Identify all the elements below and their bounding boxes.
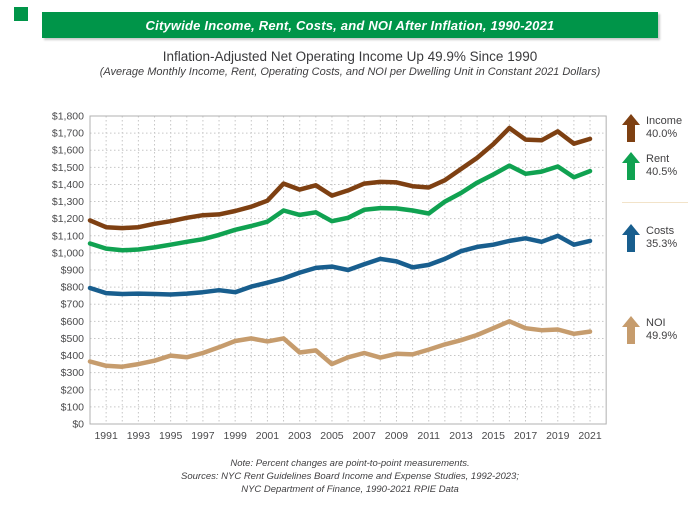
y-tick-label-100: $100 bbox=[61, 401, 85, 413]
y-tick-label-1700: $1,700 bbox=[52, 128, 84, 140]
x-tick-label-1995: 1995 bbox=[159, 430, 183, 442]
y-tick-label-1400: $1,400 bbox=[52, 179, 84, 191]
y-tick-label-1300: $1,300 bbox=[52, 196, 84, 208]
series-line-costs bbox=[87, 233, 593, 297]
legend-item-costs: Costs 35.3% bbox=[622, 224, 677, 252]
legend-pct-rent: 40.5% bbox=[646, 166, 678, 178]
x-tick-label-2011: 2011 bbox=[417, 430, 440, 442]
income-up-arrow-icon bbox=[622, 114, 640, 142]
plot-border bbox=[89, 115, 607, 425]
x-tick-label-2009: 2009 bbox=[385, 430, 409, 442]
y-tick-label-1500: $1,500 bbox=[52, 162, 84, 174]
legend-divider bbox=[622, 202, 688, 203]
legend-pct-noi: 49.9% bbox=[646, 330, 678, 342]
legend-item-noi: NOI 49.9% bbox=[622, 316, 677, 344]
noi-up-arrow-icon bbox=[622, 316, 640, 344]
footnote-sources: Sources: NYC Rent Guidelines Board Incom… bbox=[181, 471, 519, 482]
chart-subtitle: Inflation-Adjusted Net Operating Income … bbox=[162, 49, 538, 64]
x-tick-label-1999: 1999 bbox=[223, 430, 247, 442]
y-tick-label-0: $0 bbox=[72, 419, 84, 431]
y-tick-label-1600: $1,600 bbox=[52, 145, 84, 157]
x-tick-label-2005: 2005 bbox=[320, 430, 344, 442]
x-tick-label-1993: 1993 bbox=[127, 430, 151, 442]
title-bar: Citywide Income, Rent, Costs, and NOI Af… bbox=[42, 12, 658, 38]
x-tick-label-2015: 2015 bbox=[482, 430, 506, 442]
x-tick-label-2017: 2017 bbox=[514, 430, 538, 442]
y-tick-label-1800: $1,800 bbox=[52, 111, 84, 123]
legend-label-income: Income bbox=[646, 115, 683, 127]
footnote-sources-2: NYC Department of Finance, 1990-2021 RPI… bbox=[241, 484, 459, 495]
legend-label-costs: Costs bbox=[646, 225, 675, 237]
legend-label-rent: Rent bbox=[646, 153, 670, 165]
x-tick-label-2021: 2021 bbox=[578, 430, 602, 442]
legend-item-income: Income 40.0% bbox=[622, 114, 682, 142]
x-tick-label-2013: 2013 bbox=[449, 430, 473, 442]
y-tick-label-1100: $1,100 bbox=[52, 230, 84, 242]
costs-up-arrow-icon bbox=[622, 224, 640, 252]
x-tick-label-2019: 2019 bbox=[546, 430, 570, 442]
y-tick-label-500: $500 bbox=[61, 333, 85, 345]
y-tick-label-1000: $1,000 bbox=[52, 247, 84, 259]
footnote-note: Note: Percent changes are point-to-point… bbox=[230, 458, 470, 469]
y-tick-label-1200: $1,200 bbox=[52, 213, 84, 225]
y-tick-label-200: $200 bbox=[61, 384, 85, 396]
series-line-income bbox=[87, 125, 593, 231]
series-line-noi bbox=[87, 319, 593, 369]
footnotes: Note: Percent changes are point-to-point… bbox=[0, 457, 700, 496]
accent-square bbox=[14, 7, 28, 21]
x-tick-label-2001: 2001 bbox=[256, 430, 280, 442]
series-line-rent bbox=[87, 163, 593, 253]
legend-label-noi: NOI bbox=[646, 317, 666, 329]
y-tick-label-600: $600 bbox=[61, 316, 85, 328]
y-tick-label-300: $300 bbox=[61, 367, 85, 379]
page-title: Citywide Income, Rent, Costs, and NOI Af… bbox=[145, 17, 555, 33]
chart-subnote: (Average Monthly Income, Rent, Operating… bbox=[99, 66, 601, 78]
legend-pct-income: 40.0% bbox=[646, 128, 678, 140]
rent-up-arrow-icon bbox=[622, 152, 640, 180]
x-tick-label-1997: 1997 bbox=[191, 430, 215, 442]
y-tick-label-400: $400 bbox=[61, 350, 85, 362]
y-tick-label-900: $900 bbox=[61, 265, 85, 277]
x-tick-label-2007: 2007 bbox=[353, 430, 377, 442]
y-tick-label-700: $700 bbox=[61, 299, 85, 311]
x-tick-label-2003: 2003 bbox=[288, 430, 312, 442]
y-tick-label-800: $800 bbox=[61, 282, 85, 294]
x-tick-label-1991: 1991 bbox=[94, 430, 118, 442]
legend-item-rent: Rent 40.5% bbox=[622, 152, 677, 180]
legend-pct-costs: 35.3% bbox=[646, 238, 678, 250]
